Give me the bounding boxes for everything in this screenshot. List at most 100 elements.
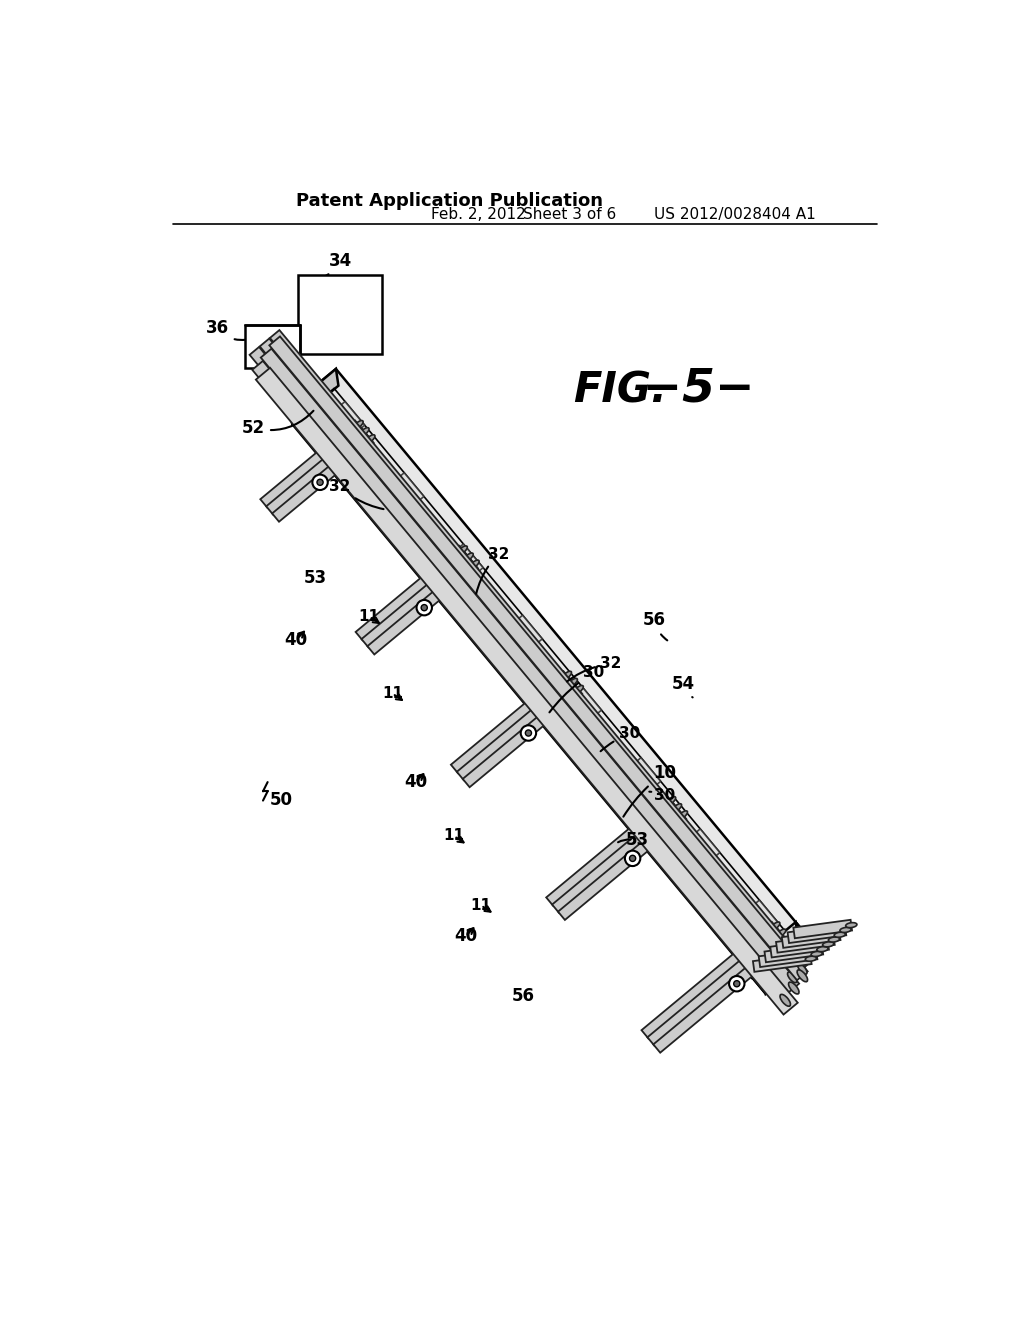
- Ellipse shape: [846, 923, 857, 928]
- Text: 32: 32: [476, 546, 509, 594]
- Ellipse shape: [811, 952, 822, 957]
- Polygon shape: [290, 368, 339, 424]
- Polygon shape: [260, 338, 797, 981]
- Ellipse shape: [776, 929, 785, 937]
- Polygon shape: [463, 685, 582, 787]
- Circle shape: [625, 850, 640, 866]
- Text: 56: 56: [643, 611, 668, 640]
- Polygon shape: [457, 678, 577, 780]
- Polygon shape: [355, 546, 466, 640]
- Polygon shape: [269, 337, 808, 981]
- Polygon shape: [558, 810, 686, 920]
- Polygon shape: [290, 368, 810, 977]
- Circle shape: [630, 855, 636, 862]
- Text: 30: 30: [649, 788, 676, 803]
- Text: 50: 50: [270, 791, 293, 809]
- Text: US 2012/0028404 A1: US 2012/0028404 A1: [654, 207, 816, 222]
- Bar: [298, 276, 382, 354]
- Text: 40: 40: [454, 927, 477, 945]
- Circle shape: [317, 479, 324, 486]
- Text: 32: 32: [330, 479, 384, 510]
- Ellipse shape: [458, 546, 467, 554]
- Polygon shape: [552, 804, 680, 913]
- Text: −5−: −5−: [627, 367, 755, 412]
- Polygon shape: [546, 796, 675, 906]
- Text: Sheet 3 of 6: Sheet 3 of 6: [523, 207, 616, 222]
- Ellipse shape: [562, 672, 571, 680]
- Polygon shape: [796, 923, 812, 956]
- Bar: [245, 326, 300, 368]
- Polygon shape: [557, 686, 601, 731]
- Polygon shape: [438, 544, 483, 589]
- Polygon shape: [261, 348, 799, 993]
- Text: 34: 34: [324, 252, 351, 277]
- Text: 30: 30: [550, 665, 604, 713]
- Circle shape: [525, 730, 531, 737]
- Text: 53: 53: [626, 830, 649, 849]
- Text: 11: 11: [382, 686, 402, 701]
- Ellipse shape: [777, 981, 786, 991]
- Text: 40: 40: [403, 774, 427, 791]
- Polygon shape: [770, 939, 829, 957]
- Polygon shape: [272, 434, 374, 521]
- Polygon shape: [361, 553, 472, 647]
- Ellipse shape: [798, 964, 807, 974]
- Polygon shape: [290, 408, 766, 994]
- Ellipse shape: [780, 994, 791, 1006]
- Polygon shape: [781, 929, 841, 948]
- Polygon shape: [616, 758, 660, 803]
- Polygon shape: [734, 900, 779, 945]
- Polygon shape: [256, 368, 798, 1015]
- Polygon shape: [270, 330, 807, 973]
- Polygon shape: [776, 935, 835, 953]
- Ellipse shape: [797, 970, 808, 982]
- Text: Patent Application Publication: Patent Application Publication: [296, 191, 603, 210]
- Polygon shape: [653, 936, 791, 1052]
- Text: 52: 52: [243, 411, 313, 437]
- Polygon shape: [250, 347, 786, 990]
- Text: 30: 30: [601, 726, 640, 751]
- Polygon shape: [252, 360, 791, 1005]
- Text: 32: 32: [567, 656, 622, 681]
- Ellipse shape: [771, 921, 780, 931]
- Ellipse shape: [574, 685, 584, 693]
- Text: 36: 36: [206, 319, 246, 341]
- Text: FIG.: FIG.: [573, 370, 668, 412]
- Ellipse shape: [667, 797, 676, 805]
- Polygon shape: [750, 961, 766, 994]
- Polygon shape: [451, 671, 570, 774]
- Text: 11: 11: [358, 609, 380, 624]
- Polygon shape: [763, 939, 812, 994]
- Ellipse shape: [354, 421, 364, 429]
- Polygon shape: [641, 921, 778, 1039]
- Polygon shape: [321, 401, 365, 446]
- Ellipse shape: [464, 553, 473, 561]
- Ellipse shape: [470, 560, 479, 569]
- Polygon shape: [647, 929, 784, 1045]
- Ellipse shape: [366, 434, 375, 444]
- Ellipse shape: [817, 946, 828, 952]
- Circle shape: [312, 475, 328, 490]
- Ellipse shape: [840, 928, 851, 932]
- Text: 53: 53: [304, 569, 327, 587]
- Ellipse shape: [835, 932, 846, 937]
- Text: 11: 11: [470, 898, 492, 913]
- Ellipse shape: [787, 972, 797, 982]
- Polygon shape: [765, 944, 823, 962]
- Ellipse shape: [788, 982, 799, 994]
- Text: 11: 11: [443, 829, 465, 843]
- Polygon shape: [759, 949, 817, 968]
- Ellipse shape: [822, 941, 834, 946]
- Polygon shape: [753, 953, 812, 972]
- Circle shape: [734, 981, 740, 987]
- Ellipse shape: [805, 956, 816, 961]
- Polygon shape: [750, 923, 799, 977]
- Ellipse shape: [678, 810, 687, 818]
- Ellipse shape: [359, 428, 369, 436]
- Polygon shape: [266, 428, 368, 515]
- Text: 10: 10: [624, 764, 676, 817]
- Polygon shape: [368, 560, 478, 655]
- Circle shape: [729, 975, 744, 991]
- Polygon shape: [260, 421, 361, 507]
- Ellipse shape: [673, 804, 682, 812]
